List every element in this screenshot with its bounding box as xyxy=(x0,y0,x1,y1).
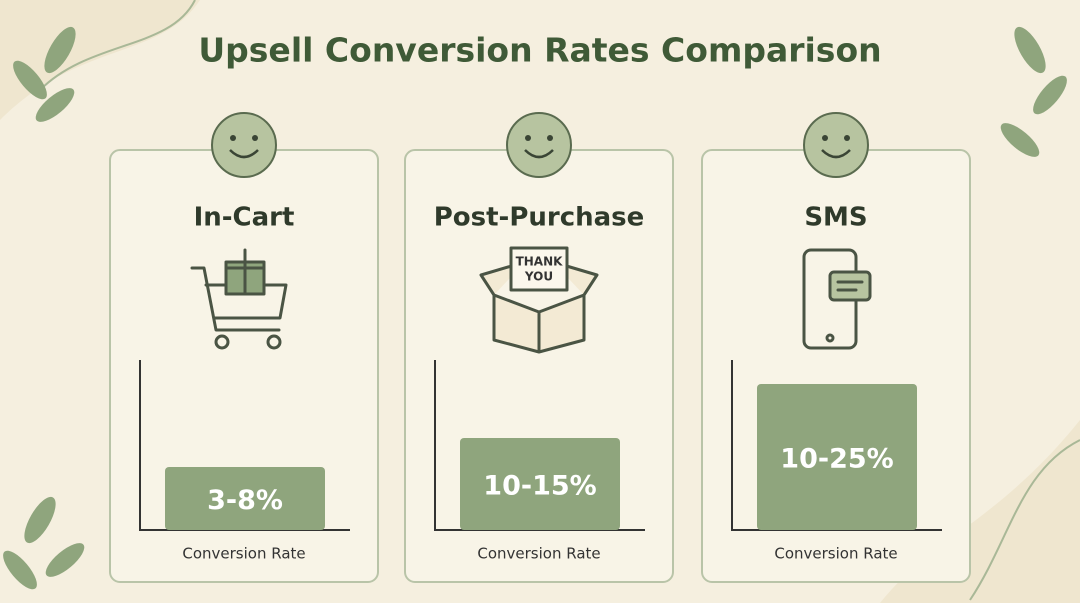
card-label: SMS xyxy=(804,203,867,233)
axis-label: Conversion Rate xyxy=(774,545,897,563)
bubble xyxy=(828,270,872,302)
leaves xyxy=(3,26,1067,590)
smiley-mouth xyxy=(821,149,851,159)
title: Upsell Conversion Rates Comparison xyxy=(198,31,881,70)
smiley-mouth xyxy=(229,149,259,159)
bg-curve xyxy=(969,439,1080,601)
bg-blob xyxy=(0,0,200,120)
bar xyxy=(460,438,620,530)
ribbon xyxy=(224,248,266,296)
button xyxy=(825,333,835,343)
card-label: In-Cart xyxy=(194,203,295,233)
box xyxy=(479,260,599,354)
icon xyxy=(479,246,599,354)
smiley xyxy=(506,112,572,178)
smiley-mouth xyxy=(524,149,554,159)
icon xyxy=(190,248,288,350)
axis-label: Conversion Rate xyxy=(182,545,305,563)
note-text: THANK xyxy=(516,255,564,269)
smiley-eye xyxy=(547,135,553,141)
wheel xyxy=(214,334,230,350)
note-text: YOU xyxy=(524,270,553,284)
bar-value: 10-25% xyxy=(780,444,893,475)
smiley-eye xyxy=(822,135,828,141)
smiley-eye xyxy=(844,135,850,141)
axis-label: Conversion Rate xyxy=(477,545,600,563)
wheel xyxy=(266,334,282,350)
smiley xyxy=(211,112,277,178)
smiley-eye xyxy=(252,135,258,141)
bg-curve xyxy=(39,0,196,91)
icon xyxy=(802,248,872,350)
bubble-lines xyxy=(836,280,864,292)
bar xyxy=(165,467,325,530)
bar-value: 3-8% xyxy=(207,485,283,516)
note xyxy=(509,246,569,292)
bar xyxy=(757,384,917,530)
smiley-eye xyxy=(230,135,236,141)
smiley xyxy=(803,112,869,178)
card-label: Post-Purchase xyxy=(434,203,645,233)
smiley-eye xyxy=(525,135,531,141)
bar-value: 10-15% xyxy=(483,471,596,502)
